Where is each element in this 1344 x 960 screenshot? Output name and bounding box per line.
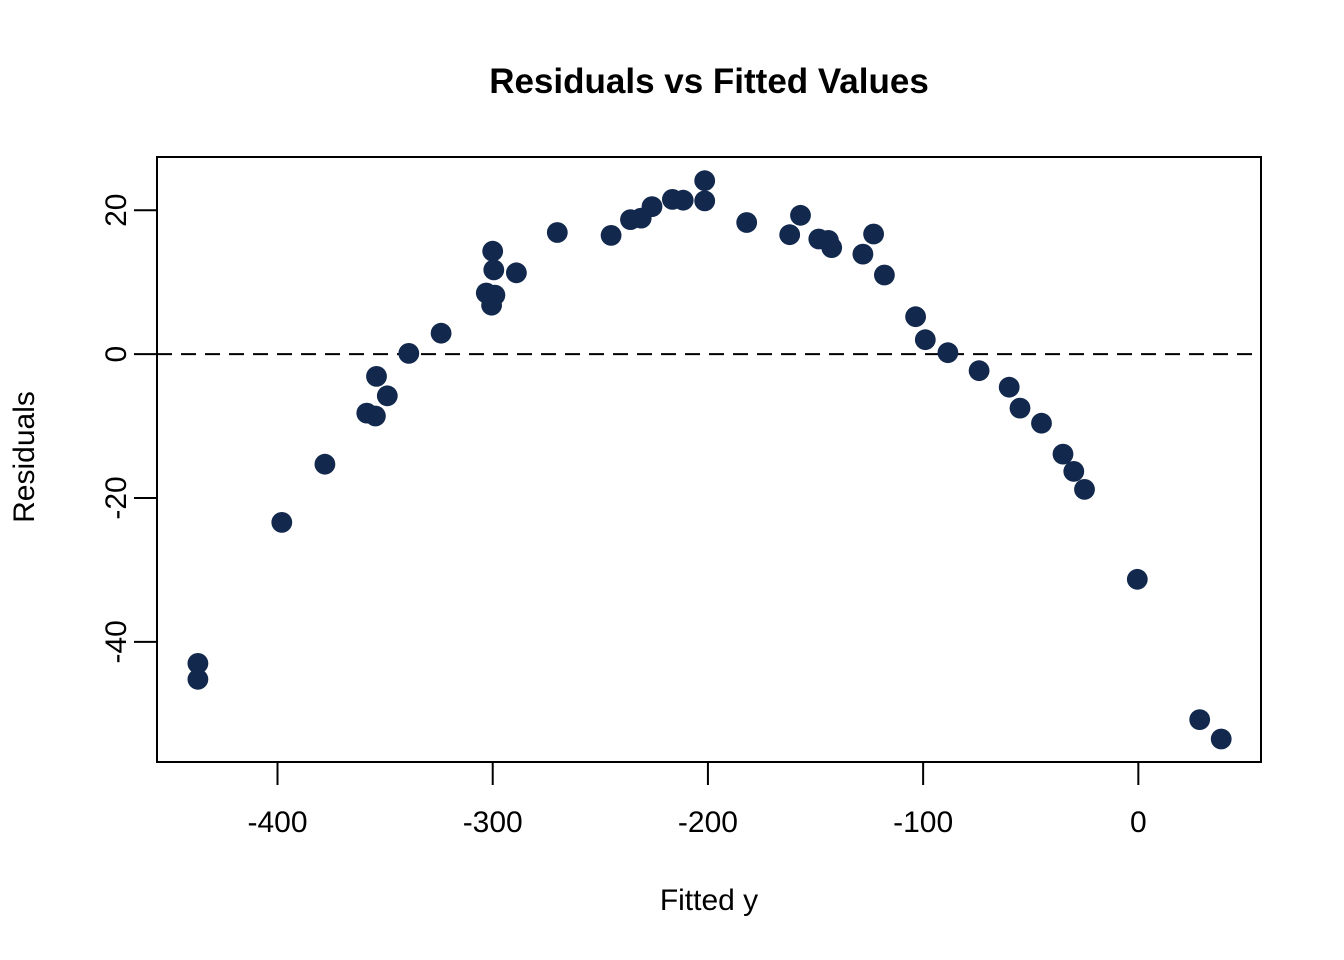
x-tick-label: 0 [1130, 806, 1147, 839]
data-point [937, 342, 959, 364]
plot-box [156, 156, 1262, 763]
data-point [852, 243, 874, 265]
data-point [874, 264, 895, 286]
data-point [694, 170, 716, 192]
data-point [1063, 461, 1085, 482]
data-point [641, 196, 663, 218]
x-tick-label: -300 [463, 806, 523, 839]
axis-ticks: -400 -300 -200 -100 0 20 0 -20 -40 [100, 194, 1147, 839]
data-point [430, 322, 452, 344]
y-tick-label: 20 [100, 194, 133, 227]
data-point [376, 385, 398, 407]
data-point [600, 225, 622, 246]
data-point [1210, 728, 1232, 750]
data-point [1052, 443, 1074, 465]
data-point [672, 189, 694, 211]
chart-title: Residuals vs Fitted Values [489, 62, 929, 101]
data-point [365, 405, 386, 427]
data-point [187, 653, 209, 674]
x-tick-label: -100 [893, 806, 953, 839]
data-point [790, 204, 811, 226]
data-point [506, 262, 527, 284]
data-point [1074, 479, 1095, 500]
x-tick-label: -400 [247, 806, 307, 839]
data-point [1189, 709, 1211, 730]
data-point [905, 306, 926, 328]
data-point [821, 237, 843, 258]
y-tick-label: -40 [100, 620, 133, 663]
data-point [366, 366, 387, 387]
data-point [1126, 568, 1148, 590]
data-point [914, 329, 936, 351]
data-point [271, 512, 293, 533]
y-tick-label: 0 [100, 346, 133, 363]
data-point [779, 224, 801, 246]
data-point [314, 453, 336, 475]
x-axis-label: Fitted y [660, 884, 758, 917]
x-tick-label: -200 [678, 806, 738, 839]
data-point [694, 190, 716, 212]
data-point [482, 240, 504, 262]
data-point [736, 212, 758, 233]
y-tick-label: -20 [100, 476, 133, 519]
data-point [483, 259, 505, 281]
data-point [968, 360, 990, 382]
data-point [546, 222, 568, 243]
data-point [1031, 412, 1052, 434]
data-point [998, 376, 1020, 398]
y-axis-label: Residuals [8, 391, 41, 523]
scatter-points [187, 170, 1232, 750]
data-point [863, 223, 884, 245]
data-point [398, 343, 420, 364]
data-point [187, 668, 209, 690]
data-point [484, 284, 506, 306]
data-point [1009, 397, 1031, 419]
